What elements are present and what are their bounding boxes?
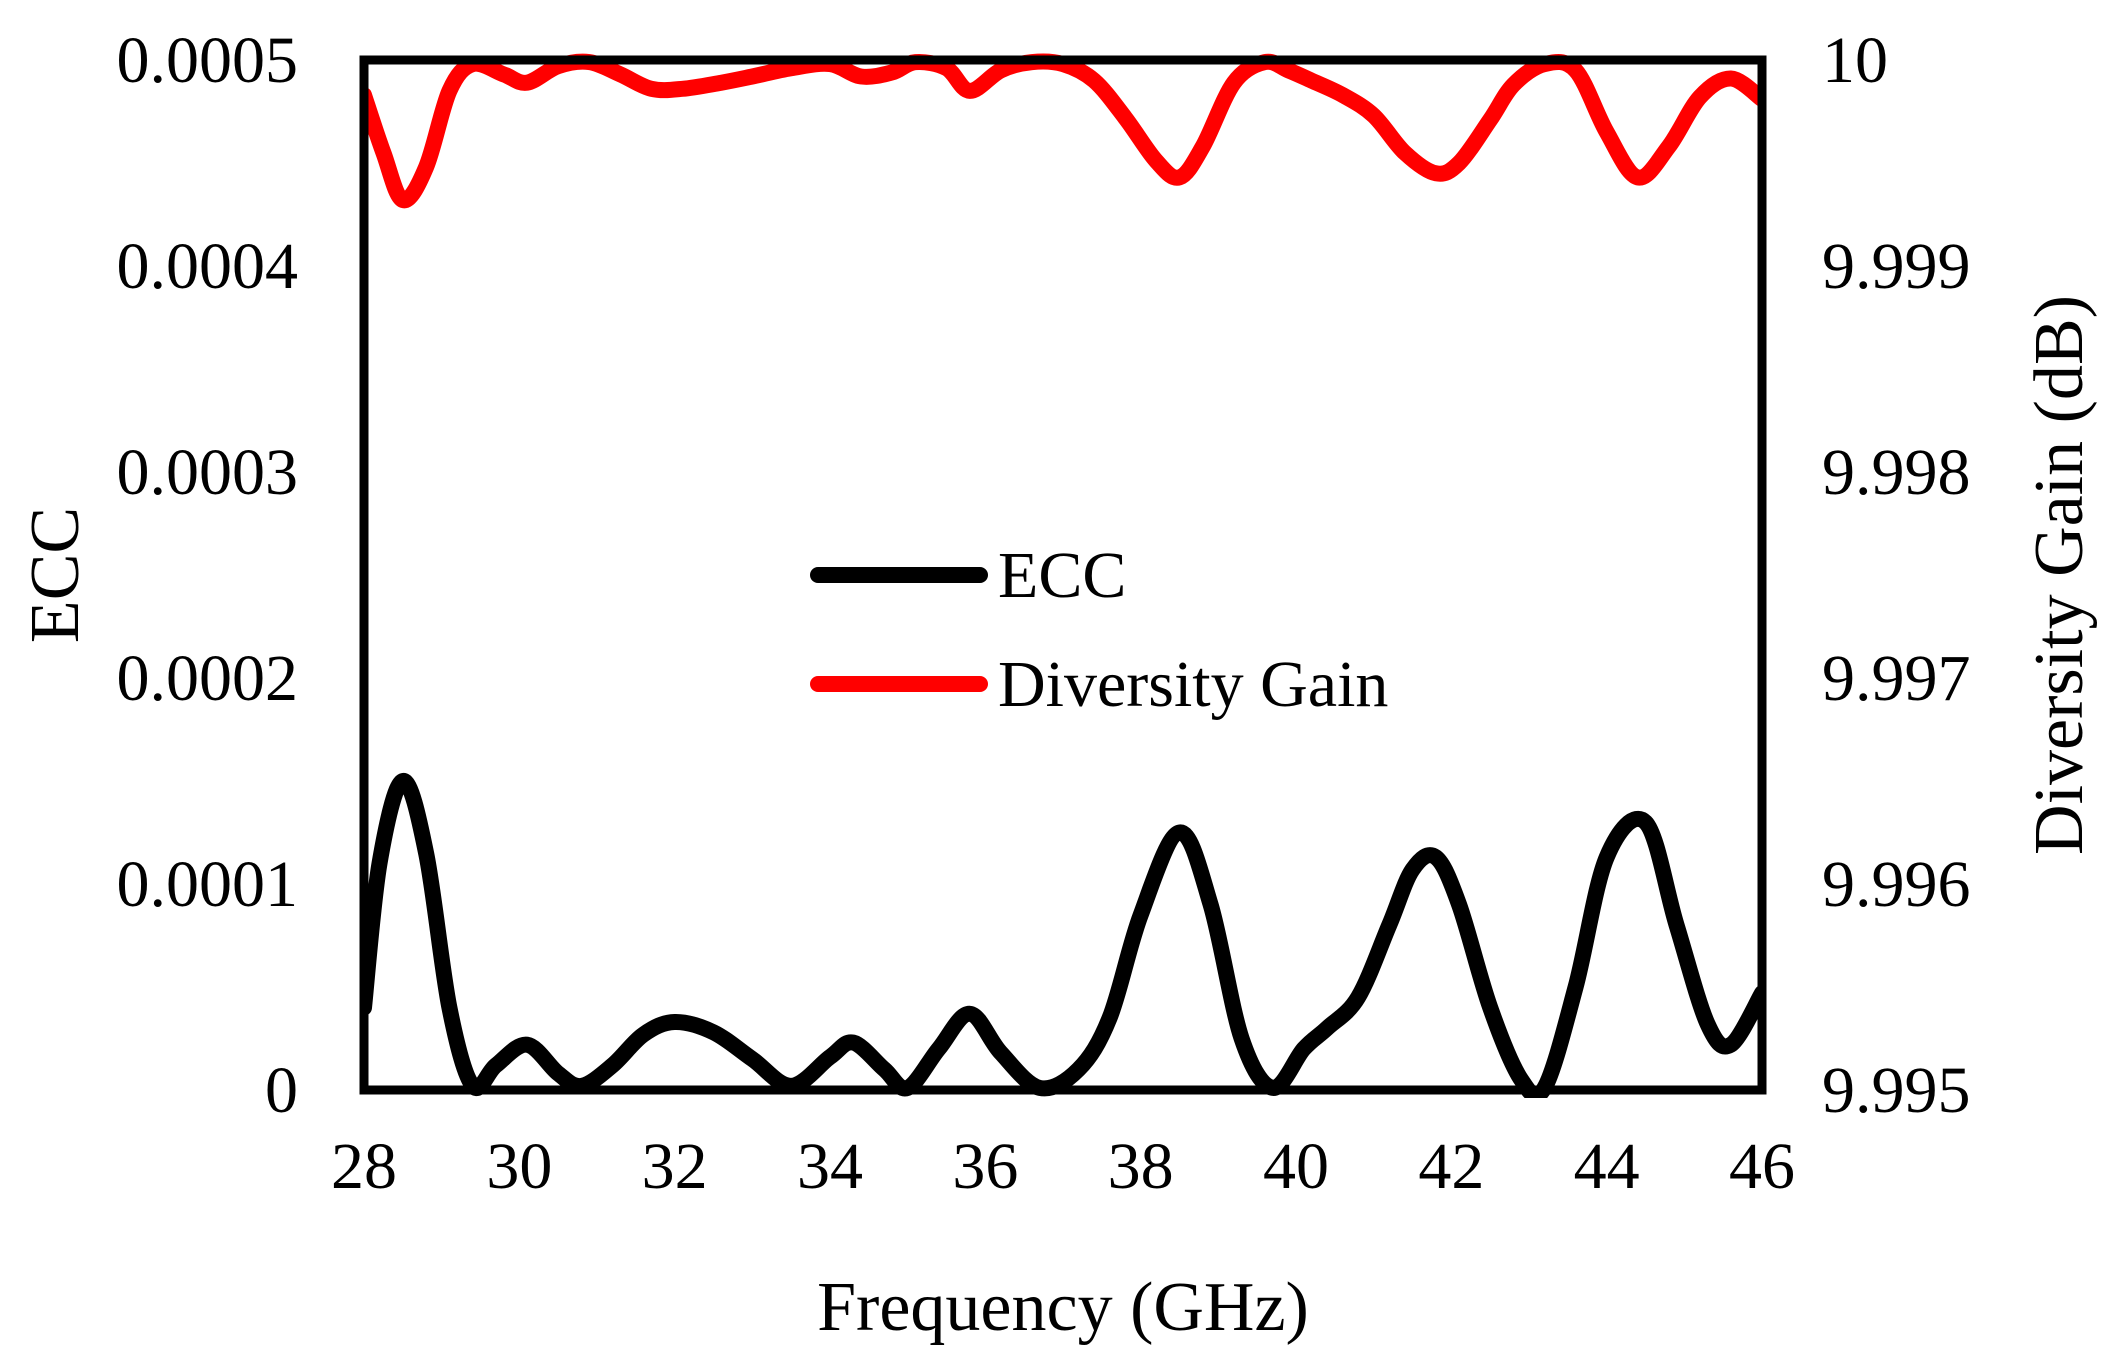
- x-tick-label: 32: [642, 1130, 708, 1203]
- y-right-tick-label: 10: [1822, 24, 1888, 97]
- x-tick-label: 34: [797, 1130, 863, 1203]
- x-tick-label: 28: [331, 1130, 397, 1203]
- x-axis-title: Frequency (GHz): [817, 1269, 1309, 1346]
- y-left-tick-label: 0.0005: [117, 24, 299, 97]
- y-right-axis-title: Diversity Gain (dB): [2021, 295, 2098, 855]
- x-tick-label: 36: [952, 1130, 1018, 1203]
- x-tick-labels: 28 30 32 34 36 38 40 42 44 46: [331, 1130, 1795, 1203]
- y-left-tick-label: 0.0002: [117, 642, 299, 715]
- y-left-tick-label: 0.0001: [117, 848, 299, 921]
- x-tick-label: 46: [1729, 1130, 1795, 1203]
- legend-label-ecc: ECC: [998, 539, 1126, 612]
- y-right-tick-label: 9.995: [1822, 1054, 1971, 1127]
- y-right-tick-label: 9.999: [1822, 230, 1971, 303]
- x-tick-label: 38: [1108, 1130, 1174, 1203]
- x-tick-label: 42: [1418, 1130, 1484, 1203]
- y-right-tick-labels: 9.995 9.996 9.997 9.998 9.999 10: [1822, 24, 1971, 1127]
- y-right-tick-label: 9.998: [1822, 436, 1971, 509]
- y-left-axis-title: ECC: [17, 507, 94, 643]
- y-left-tick-label: 0.0004: [117, 230, 299, 303]
- plot-area-frame: [359, 55, 1767, 1095]
- y-right-tick-label: 9.996: [1822, 848, 1971, 921]
- y-left-tick-label: 0: [265, 1054, 298, 1127]
- y-right-tick-label: 9.997: [1822, 642, 1971, 715]
- legend-label-diversity-gain: Diversity Gain: [998, 648, 1388, 721]
- y-left-tick-label: 0.0003: [117, 436, 299, 509]
- x-tick-label: 40: [1263, 1130, 1329, 1203]
- legend: ECC Diversity Gain: [810, 539, 1388, 721]
- x-tick-label: 44: [1574, 1130, 1640, 1203]
- y-left-tick-labels: 0 0.0001 0.0002 0.0003 0.0004 0.0005: [117, 24, 299, 1127]
- x-tick-label: 30: [486, 1130, 552, 1203]
